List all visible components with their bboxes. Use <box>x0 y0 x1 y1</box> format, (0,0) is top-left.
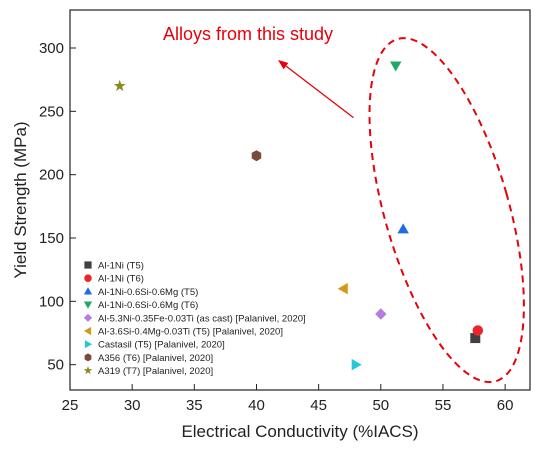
legend-marker <box>84 274 92 282</box>
data-point <box>397 223 409 234</box>
legend-label: Al-3.6Si-0.4Mg-0.03Ti (T5) [Palanivel, 2… <box>98 327 283 338</box>
x-tick-label: 30 <box>124 397 141 414</box>
annotation-text: Alloys from this study <box>163 24 333 44</box>
legend-marker <box>83 301 93 309</box>
legend: Al-1Ni (T5) Al-1Ni (T6) Al-1Ni-0.6Si-0.6Mg… <box>83 261 306 377</box>
legend-marker <box>83 326 92 336</box>
data-point <box>251 150 262 162</box>
x-tick-label: 25 <box>62 397 79 414</box>
annotation-arrow <box>278 60 354 119</box>
x-tick-label: 35 <box>186 397 203 414</box>
x-tick-label: 50 <box>372 397 389 414</box>
y-tick-label: 150 <box>39 230 64 247</box>
study-alloys-ellipse <box>368 37 525 384</box>
tick-labels: 25 30 35 40 45 50 55 60 50 100 150 200 250 300 <box>39 40 514 414</box>
legend-label: Al-5.3Ni-0.35Fe-0.03Ti (as cast) [Palani… <box>98 313 306 324</box>
data-points <box>113 61 484 371</box>
data-point <box>390 61 402 72</box>
data-point <box>472 325 484 336</box>
y-tick-label: 50 <box>47 357 64 374</box>
axis-ticks <box>69 47 506 390</box>
x-tick-label: 40 <box>248 397 265 414</box>
legend-label: A319 (T7) [Palanivel, 2020] <box>98 366 213 377</box>
y-tick-label: 300 <box>39 40 64 57</box>
y-tick-label: 250 <box>39 103 64 120</box>
legend-marker <box>84 261 92 269</box>
legend-label: Al-1Ni-0.6Si-0.6Mg (T5) <box>98 287 198 298</box>
annotation: Alloys from this study <box>163 24 525 384</box>
legend-marker <box>83 366 93 375</box>
legend-marker <box>84 340 93 349</box>
x-tick-label: 45 <box>310 397 327 414</box>
y-tick-label: 100 <box>39 293 64 310</box>
legend-label: Al-1Ni (T6) <box>98 274 144 285</box>
x-tick-label: 60 <box>497 397 514 414</box>
legend-label: Al-1Ni-0.6Si-0.6Mg (T6) <box>98 300 198 311</box>
legend-label: A356 (T6) [Palanivel, 2020] <box>98 353 213 364</box>
data-point <box>113 79 126 92</box>
y-tick-label: 200 <box>39 167 64 184</box>
data-point <box>375 308 387 320</box>
legend-label: Castasil (T5) [Palanivel, 2020] <box>98 340 225 351</box>
x-tick-label: 55 <box>435 397 452 414</box>
y-axis-title: Yield Strength (MPa) <box>11 121 30 278</box>
data-point <box>351 358 362 371</box>
x-axis-title: Electrical Conductivity (%IACS) <box>181 422 418 441</box>
data-point <box>337 282 348 295</box>
legend-marker <box>83 313 93 322</box>
legend-marker <box>84 353 92 362</box>
plot-frame <box>69 9 531 391</box>
data-point <box>470 333 481 344</box>
legend-marker <box>83 287 93 295</box>
legend-label: Al-1Ni (T5) <box>98 261 144 272</box>
